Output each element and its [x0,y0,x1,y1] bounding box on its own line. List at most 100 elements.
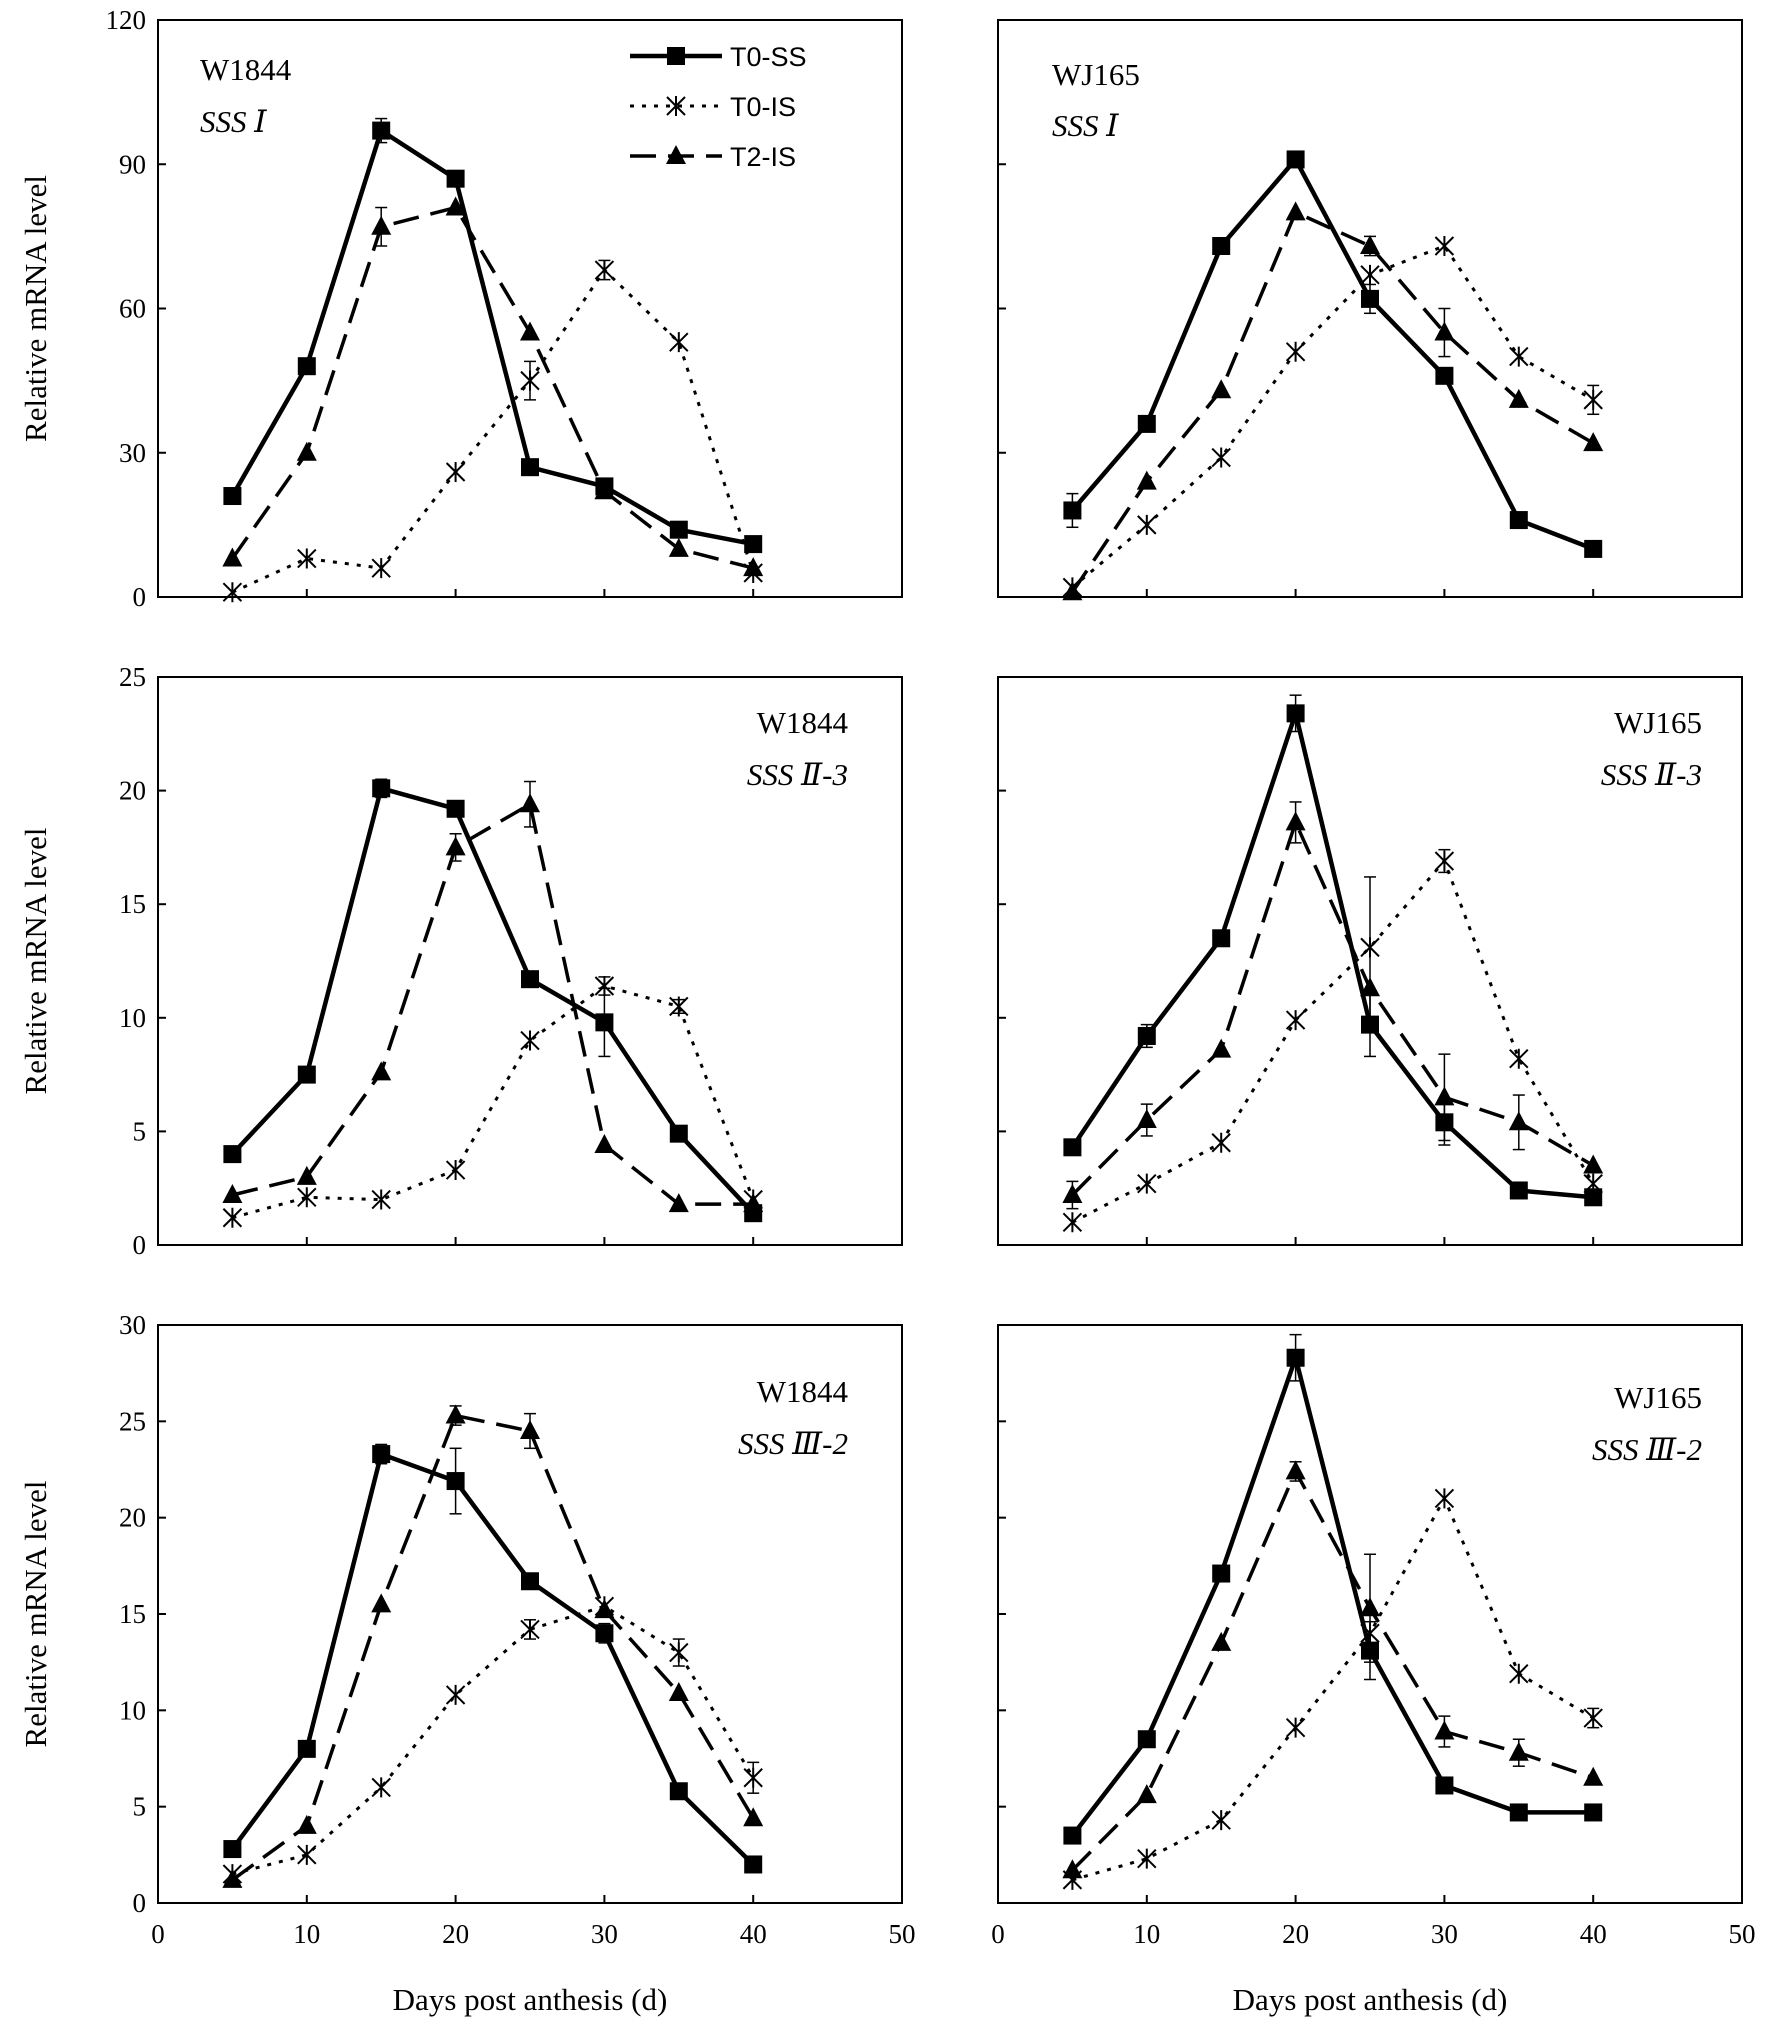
y-tick-label: 90 [119,149,146,179]
data-point [371,558,391,579]
gene-label: SSS Ⅱ-3 [747,757,848,792]
x-tick-label: 40 [1580,1919,1607,1949]
data-point [669,996,689,1017]
gene-label: SSS Ⅲ-2 [738,1426,848,1461]
legend-marker [666,96,686,116]
data-point [1508,1111,1529,1131]
data-point [594,480,615,500]
data-point [297,548,317,569]
data-point [1062,1212,1083,1233]
series-t0-ss [223,117,763,554]
data-point [446,169,465,188]
data-point [520,321,540,341]
y-axis-title: Relative mRNA level [18,175,53,442]
data-point [1137,1173,1157,1194]
cultivar-label: WJ165 [1052,57,1140,92]
data-point [1063,501,1082,520]
y-tick-label: 30 [119,438,146,468]
chart-panel-2: WJ165 SSS Ⅰ [997,19,1743,601]
data-point [520,370,540,391]
data-point [297,357,316,376]
data-point [1212,1564,1231,1583]
plot-frame [997,676,1743,1246]
data-point [1211,379,1232,399]
series-t0-is [1062,235,1603,598]
series-t0-is [222,975,763,1228]
series-line [230,786,755,1215]
data-point [1062,1184,1083,1204]
data-point [223,1840,242,1859]
data-point [222,582,243,603]
series-line [1070,210,1595,594]
data-point [595,1013,614,1032]
y-tick-label: 5 [133,1116,147,1146]
data-point [1508,388,1529,408]
series-t2-is [222,1404,764,1888]
data-point [743,1193,764,1213]
data-point [520,1030,540,1051]
series-line [231,802,754,1206]
series-line [230,128,754,547]
data-point [743,1807,764,1827]
y-tick-label: 15 [119,889,146,919]
x-tick-label: 50 [889,1919,916,1949]
data-point [297,1187,317,1208]
series-t2-is [222,196,764,577]
data-point [223,1145,242,1164]
chart-panel-4: WJ165 SSS Ⅱ-3 [997,676,1743,1246]
data-point [1137,414,1156,433]
data-point [669,1124,688,1143]
x-tick-label: 0 [151,1919,165,1949]
data-point [1212,236,1231,255]
y-tick-label: 120 [106,5,147,35]
data-point [1509,1803,1528,1822]
series-line [231,1413,755,1882]
chart-panel-1: 0 30 60 90 120 Relative mRNA level W1844 SSS Ⅰ T… [18,5,903,612]
y-tick-label: 30 [119,1310,146,1340]
x-tick-label: 30 [1431,1919,1458,1949]
data-point [1285,811,1306,831]
chart-panel-6: 0 10 20 30 40 50 Days post anthesis (d) WJ165 SS… [991,1324,1756,2017]
data-point [445,196,466,216]
data-point [1137,514,1157,535]
data-point [445,1160,466,1181]
y-axis-title: Relative mRNA level [18,828,53,1095]
data-point [520,1619,540,1640]
data-point [669,1782,688,1801]
series-t2-is [1062,201,1604,601]
data-point [1361,289,1379,308]
data-point [1136,1109,1157,1129]
data-point [594,975,615,996]
data-point [1137,1730,1156,1749]
y-tick-label: 20 [119,776,146,806]
data-point [1434,321,1455,341]
data-point [743,557,764,577]
series-t2-is [1062,801,1604,1210]
x-tick-label: 50 [1729,1919,1756,1949]
data-point [744,535,763,554]
data-point [743,1767,763,1788]
data-point [521,1572,539,1591]
data-point [594,260,615,281]
x-axis-title: Days post anthesis (d) [393,1982,668,2017]
y-tick-label: 20 [119,1503,146,1533]
data-point [445,1684,466,1705]
data-point [1286,704,1305,723]
x-tick-label: 40 [740,1919,767,1949]
data-point [1434,1488,1455,1509]
cultivar-label: WJ165 [1614,1380,1702,1415]
y-tick-label: 0 [133,582,147,612]
series-t0-ss [223,1443,763,1874]
data-point [1211,1810,1231,1831]
data-point [668,537,689,557]
legend-marker [667,47,685,65]
legend-label: T0-SS [730,42,807,72]
data-point [668,1193,689,1213]
data-point [297,1844,317,1865]
y-tick-label: 25 [119,1406,146,1436]
data-point [594,1134,615,1154]
data-point [1584,1188,1603,1207]
legend-label: T0-IS [730,92,796,122]
y-tick-label: 5 [133,1792,147,1822]
series-line [230,1451,755,1867]
